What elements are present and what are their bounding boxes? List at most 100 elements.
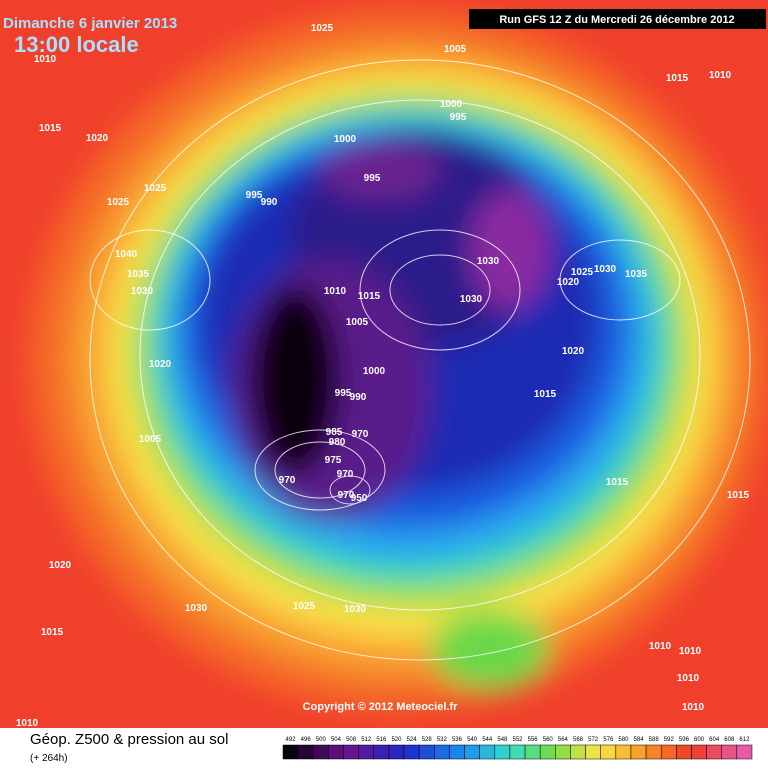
isobar-label: 1030 [185, 603, 208, 614]
scale-label: 528 [422, 737, 433, 743]
isobar-label: 1005 [139, 434, 162, 445]
scale-swatch [706, 744, 722, 760]
copyright: Copyright © 2012 Meteociel.fr [303, 701, 459, 713]
isobar-label: 1025 [144, 183, 167, 194]
isobar-label: 1030 [131, 286, 154, 297]
scale-label: 520 [391, 737, 402, 743]
scale-swatch [373, 744, 390, 760]
scale-label: 588 [649, 737, 660, 743]
isobar-label: 1015 [666, 73, 689, 84]
isobar-label: 975 [325, 455, 342, 466]
isobars [89, 59, 751, 661]
isobar-label: 1010 [709, 70, 732, 81]
isobar-label: 1035 [127, 269, 150, 280]
isobar-label: 980 [329, 437, 346, 448]
scale-swatch [721, 744, 738, 760]
scale-label: 500 [316, 737, 327, 743]
scale-label: 504 [331, 737, 342, 743]
isobar-label: 1025 [107, 197, 130, 208]
scale-swatch [615, 744, 632, 760]
isobar-label: 1020 [86, 133, 109, 144]
isobar-label: 1035 [625, 269, 648, 280]
isobar-label: 1020 [562, 346, 585, 357]
scale-label: 516 [376, 737, 387, 743]
isobar-label: 970 [338, 490, 355, 501]
scale-label: 596 [679, 737, 690, 743]
scale-label: 568 [573, 737, 584, 743]
isobar-label: 1010 [649, 641, 672, 652]
scale-label: 608 [724, 737, 735, 743]
isobar-label: 1020 [49, 560, 72, 571]
isobar-label-group: 1025 1005 1010 1015 1010 1000 995 1015 1020 1000 9… [16, 23, 750, 729]
scale-label: 492 [286, 737, 297, 743]
scale-swatch [676, 744, 692, 760]
isobar-label: 950 [351, 493, 368, 504]
scale-label: 604 [709, 737, 720, 743]
forecast-date: Dimanche 6 janvier 2013 [3, 15, 177, 32]
isobar-label: 1010 [324, 286, 347, 297]
color-scale: 492 496 500 504 508 512 516 520 524 528 532 536 540 5… [282, 737, 753, 760]
scale-label: 556 [528, 737, 539, 743]
scale-label: 540 [467, 737, 478, 743]
scale-label: 508 [346, 737, 357, 743]
isobar-label: 995 [450, 112, 467, 123]
isobar-label: 1030 [344, 604, 367, 615]
scale-swatch [358, 744, 375, 760]
scale-swatch [479, 744, 496, 760]
isobar-label: 995 [364, 173, 381, 184]
isobar-label: 1010 [682, 702, 705, 713]
isobar-label: 1015 [606, 477, 629, 488]
geopotential-field [30, 10, 768, 710]
scale-label: 532 [437, 737, 448, 743]
isobar-label: 1010 [16, 718, 39, 729]
scale-swatch [585, 744, 601, 760]
scale-label: 548 [497, 737, 508, 743]
scale-swatch [388, 744, 405, 760]
isobar-label: 1015 [358, 291, 381, 302]
forecast-time: 13:00 locale [14, 32, 139, 57]
isobar-label: 1015 [39, 123, 62, 134]
scale-label: 512 [361, 737, 372, 743]
isobar-label: 995 [246, 190, 263, 201]
scale-label: 584 [634, 737, 645, 743]
isobar-label: 1030 [594, 264, 617, 275]
footer-lead: (+ 264h) [30, 753, 68, 764]
isobar-label: 1010 [679, 646, 702, 657]
scale-label: 612 [739, 737, 750, 743]
scale-swatch [494, 744, 511, 760]
scale-label: 592 [664, 737, 675, 743]
isobar-label: 1015 [534, 389, 557, 400]
scale-swatch [343, 744, 359, 760]
scale-label: 536 [452, 737, 463, 743]
isobar-label: 1025 [293, 601, 316, 612]
scale-label: 560 [543, 737, 554, 743]
scale-swatch [570, 744, 586, 760]
isobar-label: 970 [337, 469, 354, 480]
scale-swatch [524, 744, 541, 760]
scale-swatch [736, 744, 753, 760]
scale-label: 576 [603, 737, 614, 743]
isobar-label: 1015 [727, 490, 750, 501]
scale-label: 580 [618, 737, 629, 743]
scale-label: 524 [407, 737, 418, 743]
scale-label: 496 [301, 737, 312, 743]
scale-swatch [509, 744, 526, 760]
isobar-label: 1010 [34, 54, 57, 65]
scale-swatch [630, 744, 647, 760]
scale-swatch [691, 744, 707, 760]
isobar-label: 1005 [346, 317, 369, 328]
scale-label: 544 [482, 737, 493, 743]
isobar-label: 990 [261, 197, 278, 208]
isobar-label: 970 [279, 475, 296, 486]
scale-swatch [555, 744, 571, 760]
isobar-label: 1020 [149, 359, 172, 370]
isobar-label: 970 [352, 429, 369, 440]
scale-swatch [600, 744, 617, 760]
isobar-label: 985 [326, 427, 343, 438]
scale-label: 552 [512, 737, 523, 743]
isobar-label: 1025 [571, 267, 594, 278]
scale-swatch [434, 744, 450, 760]
isobar-label: 1000 [363, 366, 386, 377]
